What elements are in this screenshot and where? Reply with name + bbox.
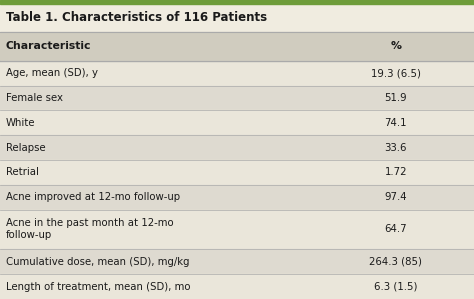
Bar	[0, 0, 474, 4]
Text: Retrial: Retrial	[6, 167, 38, 177]
Bar	[0, 249, 474, 274]
Text: Relapse: Relapse	[6, 143, 46, 152]
Text: 74.1: 74.1	[384, 118, 407, 128]
Text: 1.72: 1.72	[384, 167, 407, 177]
Text: 6.3 (1.5): 6.3 (1.5)	[374, 282, 418, 292]
Bar	[0, 185, 474, 210]
Bar	[0, 4, 474, 32]
Text: Female sex: Female sex	[6, 93, 63, 103]
Text: Length of treatment, mean (SD), mo: Length of treatment, mean (SD), mo	[6, 282, 190, 292]
Bar	[0, 274, 474, 299]
Text: Acne in the past month at 12-mo
follow-up: Acne in the past month at 12-mo follow-u…	[6, 219, 173, 240]
Text: 33.6: 33.6	[384, 143, 407, 152]
Text: 64.7: 64.7	[384, 225, 407, 234]
Text: Acne improved at 12-mo follow-up: Acne improved at 12-mo follow-up	[6, 192, 180, 202]
Text: 19.3 (6.5): 19.3 (6.5)	[371, 68, 421, 78]
Text: 97.4: 97.4	[384, 192, 407, 202]
Bar	[0, 61, 474, 86]
Bar	[0, 160, 474, 185]
Text: %: %	[390, 42, 401, 51]
Bar	[0, 210, 474, 249]
Text: Characteristic: Characteristic	[6, 42, 91, 51]
Text: 264.3 (85): 264.3 (85)	[369, 257, 422, 267]
Text: Table 1. Characteristics of 116 Patients: Table 1. Characteristics of 116 Patients	[6, 11, 267, 25]
Bar	[0, 32, 474, 61]
Bar	[0, 110, 474, 135]
Bar	[0, 86, 474, 110]
Text: Cumulative dose, mean (SD), mg/kg: Cumulative dose, mean (SD), mg/kg	[6, 257, 189, 267]
Text: White: White	[6, 118, 35, 128]
Text: Age, mean (SD), y: Age, mean (SD), y	[6, 68, 98, 78]
Bar	[0, 135, 474, 160]
Text: 51.9: 51.9	[384, 93, 407, 103]
